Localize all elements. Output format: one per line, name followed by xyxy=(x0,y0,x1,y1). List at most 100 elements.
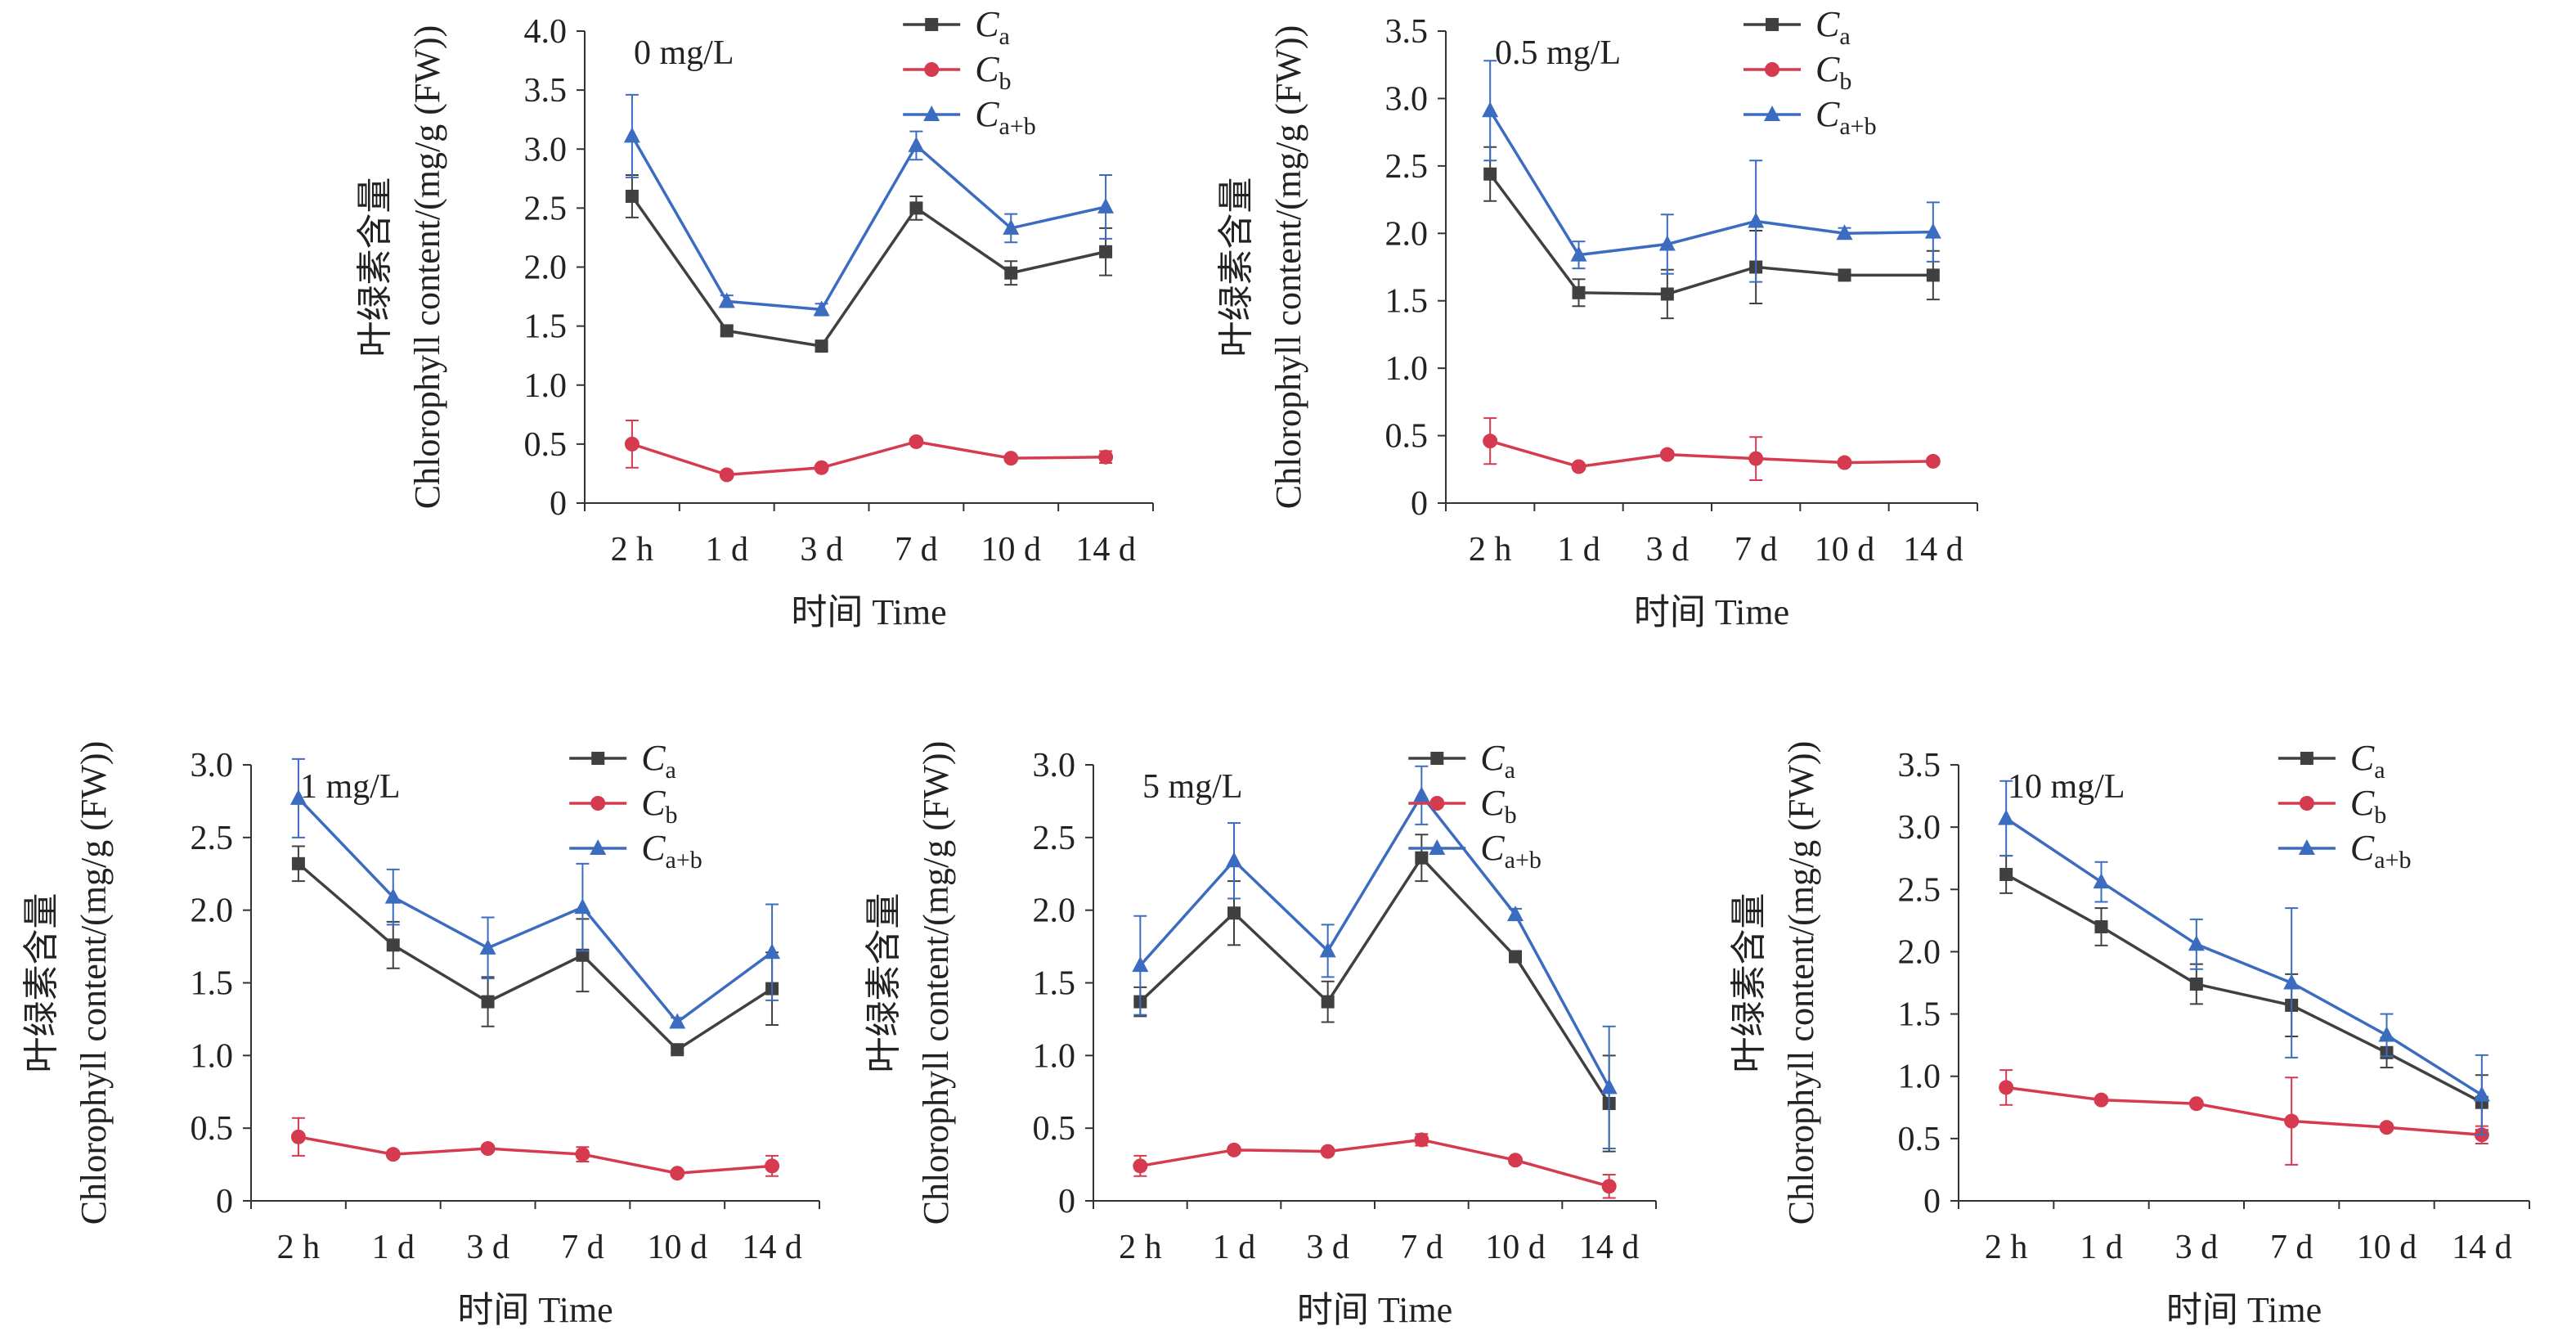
chart-panel-2: 0 0.5 1.0 1.5 2.0 2.5 3.0 2 h 1 d 3 d 7 d 10 d 14 d 时… xyxy=(21,738,820,1330)
data-point xyxy=(289,789,307,805)
data-point xyxy=(908,136,925,152)
data-point xyxy=(481,995,495,1009)
y-tick-label: 1.5 xyxy=(1898,996,1941,1034)
series-Ca xyxy=(291,845,779,1057)
x-tick-label: 2 h xyxy=(1119,1229,1162,1266)
data-point xyxy=(1132,956,1149,973)
legend-marker xyxy=(1430,752,1444,765)
chart-panel-0: 0 0.5 1.0 1.5 2.0 2.5 3.0 3.5 4.0 2 h 1 d 3 d 7 d 10 … xyxy=(355,4,1154,632)
legend-marker xyxy=(1764,106,1780,121)
series-line xyxy=(1488,173,1933,296)
x-tick-label: 2 h xyxy=(277,1229,321,1266)
series-Cb xyxy=(1133,1132,1617,1199)
series-Cb xyxy=(624,420,1114,483)
y-tick-label: 3.0 xyxy=(524,131,568,169)
series-line xyxy=(2005,873,2483,1104)
series-line xyxy=(2005,1086,2482,1137)
y-tick-label: 1.0 xyxy=(1033,1037,1076,1075)
data-point xyxy=(669,1013,686,1029)
legend-item-Ca: Ca xyxy=(903,4,1010,50)
data-point xyxy=(479,938,496,955)
data-point xyxy=(385,1147,401,1162)
data-point xyxy=(1098,449,1114,465)
y-tick-label: 1.5 xyxy=(524,308,568,346)
data-point xyxy=(625,189,639,203)
legend-item-Ca+b: Ca+b xyxy=(1744,94,1877,140)
data-point xyxy=(624,436,640,452)
x-tick-label: 10 d xyxy=(648,1229,708,1266)
legend-item-Ca+b: Ca+b xyxy=(569,828,702,874)
legend-label: Ca xyxy=(975,4,1010,50)
data-point xyxy=(2093,873,2110,889)
series-Ca+b xyxy=(289,757,781,1029)
data-point xyxy=(480,1141,496,1157)
data-point xyxy=(909,434,924,449)
series-line xyxy=(1488,110,1933,257)
legend-item-Ca: Ca xyxy=(1744,4,1851,50)
data-point xyxy=(575,1147,590,1162)
y-tick-label: 2.0 xyxy=(191,892,234,930)
x-tick-label: 14 d xyxy=(1075,531,1136,569)
panel-concentration-label: 0 mg/L xyxy=(634,34,734,72)
data-point xyxy=(1660,287,1674,301)
data-point xyxy=(1414,1132,1429,1148)
legend-marker xyxy=(1429,796,1445,811)
y-axis-title-cn: 叶绿素含量 xyxy=(1729,893,1769,1073)
y-tick-label: 3.5 xyxy=(1385,13,1429,51)
x-tick-label: 2 h xyxy=(1985,1229,2028,1266)
data-point xyxy=(1509,950,1522,964)
y-tick-label: 0.5 xyxy=(191,1110,234,1148)
data-point xyxy=(1836,224,1853,240)
data-point xyxy=(290,1129,306,1144)
data-point xyxy=(765,1158,780,1174)
y-tick-label: 2.5 xyxy=(524,190,568,227)
data-point xyxy=(386,938,400,952)
data-point xyxy=(384,888,402,904)
x-tick-label: 10 d xyxy=(2357,1229,2417,1266)
x-tick-label: 3 d xyxy=(2175,1229,2219,1266)
data-point xyxy=(1319,942,1336,958)
data-point xyxy=(2284,1113,2300,1129)
series-Cb xyxy=(1999,1069,2489,1166)
x-tick-label: 10 d xyxy=(1485,1229,1546,1266)
x-tick-label: 14 d xyxy=(2452,1229,2512,1266)
x-axis-title: 时间 Time xyxy=(1297,1290,1452,1330)
x-tick-label: 2 h xyxy=(1469,531,1512,569)
y-axis-title-cn: 叶绿素含量 xyxy=(21,893,61,1073)
data-point xyxy=(1413,786,1430,802)
x-tick-label: 3 d xyxy=(1306,1229,1349,1266)
y-tick-label: 1.5 xyxy=(1033,965,1076,1003)
x-tick-label: 2 h xyxy=(611,531,654,569)
y-tick-label: 0 xyxy=(1411,485,1428,523)
legend-item-Ca: Ca xyxy=(1408,738,1515,784)
legend-label: Ca xyxy=(2350,738,2385,784)
data-point xyxy=(670,1166,685,1181)
legend-marker xyxy=(1766,18,1779,31)
data-point xyxy=(1748,212,1765,228)
legend-label: Ca+b xyxy=(641,828,702,874)
legend-label: Cb xyxy=(1815,49,1851,95)
legend-marker xyxy=(925,18,939,31)
y-tick-label: 0 xyxy=(1058,1183,1075,1220)
data-point xyxy=(1320,1144,1335,1159)
data-point xyxy=(1924,222,1941,239)
x-axis-title: 时间 Time xyxy=(457,1290,613,1330)
y-tick-label: 2.0 xyxy=(1385,215,1429,253)
y-tick-label: 0.5 xyxy=(524,426,568,464)
legend-item-Ca: Ca xyxy=(569,738,676,784)
legend-marker xyxy=(923,106,940,121)
data-point xyxy=(1226,852,1242,868)
series-Cb xyxy=(1483,417,1941,481)
chart-panel-3: 0 0.5 1.0 1.5 2.0 2.5 3.0 2 h 1 d 3 d 7 d 10 d 14 d 时… xyxy=(864,738,1657,1330)
data-point xyxy=(1483,434,1498,449)
y-tick-label: 2.0 xyxy=(1898,933,1941,971)
series-line xyxy=(2005,817,2483,1097)
data-point xyxy=(2378,1026,2395,1042)
data-point xyxy=(2283,973,2300,990)
data-point xyxy=(1925,453,1941,469)
y-tick-label: 1.0 xyxy=(1898,1059,1941,1096)
data-point xyxy=(814,460,829,475)
panel-concentration-label: 0.5 mg/L xyxy=(1495,34,1621,72)
data-point xyxy=(1227,1142,1241,1157)
